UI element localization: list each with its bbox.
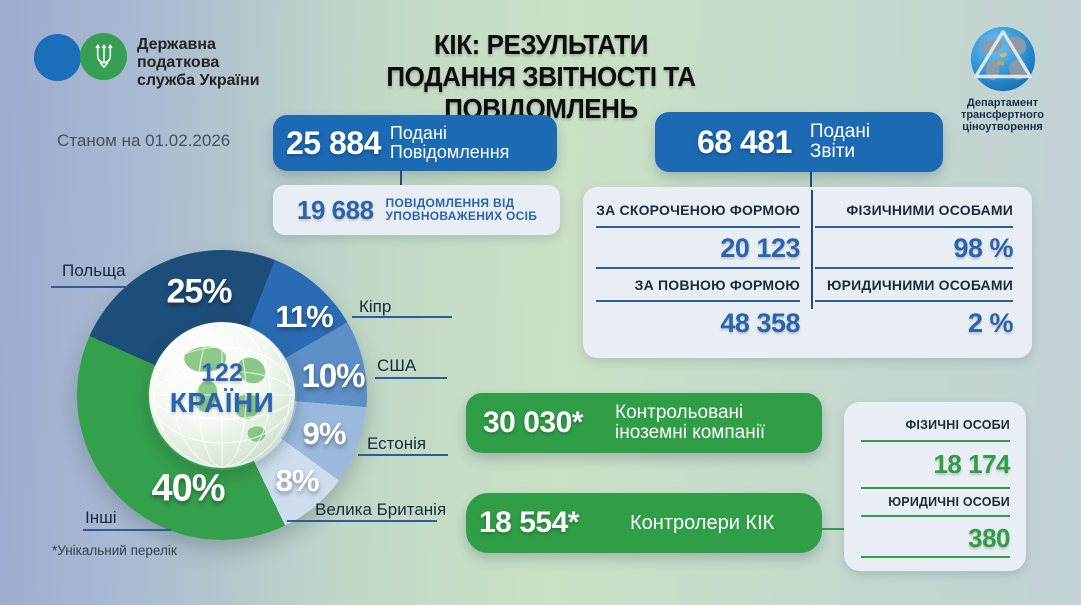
reports-total: 68 481 — [697, 123, 792, 160]
pie-percent-label: 8% — [275, 463, 320, 498]
breakdown-value: 18 174 — [933, 449, 1010, 479]
org-name: Державна податкова служба України — [137, 36, 260, 90]
reports-breakdown-panel: ЗА СКОРОЧЕНОЮ ФОРМОЮ 20 123 ЗА ПОВНОЮ ФО… — [583, 187, 1032, 358]
tryzub-icon — [80, 33, 127, 80]
org-name-line: служба України — [137, 72, 260, 89]
logo-blue-circle — [34, 34, 81, 81]
label-underline — [375, 377, 447, 379]
pie-percent-label: 9% — [302, 416, 347, 451]
cfc-controllers-card: 18 554* Контролери КІК — [466, 493, 822, 553]
cfc-geography-pie-chart: 122 КРАЇНИ — [77, 250, 367, 540]
as-of-date: Станом на 01.02.2026 — [57, 131, 231, 150]
pie-country-label: Кіпр — [359, 297, 392, 316]
notifications-card: 25 884 Подані Повідомлення — [273, 115, 557, 171]
breakdown-value: 48 358 — [720, 308, 800, 338]
breakdown-label: ФІЗИЧНИМИ ОСОБАМИ — [846, 202, 1013, 218]
pie-country-label: Інші — [85, 508, 117, 527]
cfc-controllers-value: 18 554* — [479, 506, 579, 539]
breakdown-label: ЗА СКОРОЧЕНОЮ ФОРМОЮ — [596, 202, 800, 218]
breakdown-value: 20 123 — [720, 233, 800, 263]
org-name-line: Державна — [137, 36, 216, 53]
pie-center-label: КРАЇНИ — [169, 387, 275, 418]
dept-name: Департамент трансфертного ціноутворення — [925, 97, 1080, 133]
dept-name-line: ціноутворення — [962, 121, 1043, 133]
label-underline — [596, 267, 800, 269]
reports-card: 68 481 Подані Звіти — [655, 112, 943, 172]
notifications-total: 25 884 — [286, 124, 381, 161]
pie-percent-label: 10% — [301, 357, 365, 394]
breakdown-value: 98 % — [953, 233, 1013, 263]
cfc-companies-label: Контрольовані іноземні компанії — [615, 403, 765, 443]
connector-line — [810, 172, 812, 188]
pie-country-label: США — [377, 356, 417, 375]
label-underline — [83, 529, 171, 531]
notifications-label-line: Подані — [389, 123, 447, 143]
breakdown-label: ЮРИДИЧНІ ОСОБИ — [888, 495, 1010, 509]
reports-breakdown-persons: ФІЗИЧНИМИ ОСОБАМИ 98 % ЮРИДИЧНИМИ ОСОБАМ… — [815, 187, 1014, 358]
pie-percent-label: 40% — [151, 467, 225, 510]
authorized-notifications-card: 19 688 ПОВІДОМЛЕННЯ ВІД УПОВНОВАЖЕНИХ ОС… — [273, 185, 560, 235]
pie-percent-label: 25% — [166, 272, 232, 311]
authorized-label-line: УПОВНОВАЖЕНИХ ОСІБ — [385, 209, 538, 223]
divider-line — [811, 190, 813, 309]
notifications-label-line: Повідомлення — [389, 142, 510, 162]
reports-breakdown-forms: ЗА СКОРОЧЕНОЮ ФОРМОЮ 20 123 ЗА ПОВНОЮ ФО… — [596, 187, 801, 358]
notifications-label: Подані Повідомлення — [390, 124, 510, 162]
authorized-label-line: ПОВІДОМЛЕННЯ ВІД — [385, 195, 515, 210]
pie-center-value: 122 — [201, 359, 243, 387]
pie-country-label: Польща — [62, 261, 126, 280]
page-title-line: ПОДАННЯ ЗВІТНОСТІ ТА ПОВІДОМЛЕНЬ — [386, 61, 696, 124]
breakdown-value: 2 % — [967, 308, 1014, 338]
label-underline — [861, 556, 1010, 558]
page-title: КІК: РЕЗУЛЬТАТИ ПОДАННЯ ЗВІТНОСТІ ТА ПОВ… — [299, 29, 783, 125]
breakdown-label: ЗА ПОВНОЮ ФОРМОЮ — [634, 277, 800, 293]
reports-label-line: Подані — [809, 121, 871, 142]
pie-country-label: Велика Британія — [315, 500, 447, 519]
label-underline — [861, 487, 1010, 489]
label-underline — [815, 300, 1013, 302]
org-name-line: податкова — [137, 54, 220, 71]
globe-icon: 122 КРАЇНИ — [147, 320, 297, 470]
tax-service-logo — [34, 33, 129, 81]
footnote: *Унікальний перелік — [52, 543, 177, 558]
dept-name-line: трансфертного — [960, 109, 1045, 121]
breakdown-value: 380 — [968, 523, 1010, 553]
pie-center-text: 122 КРАЇНИ — [147, 359, 297, 418]
label-underline — [287, 520, 437, 522]
label-underline — [815, 226, 1013, 228]
label-underline — [352, 316, 452, 318]
label-underline — [861, 515, 1010, 517]
cfc-companies-value: 30 030* — [483, 406, 583, 439]
pie-country-label: Естонія — [367, 434, 427, 453]
label-underline — [596, 226, 800, 228]
authorized-notifications-value: 19 688 — [297, 194, 374, 225]
breakdown-label: ЮРИДИЧНИМИ ОСОБАМИ — [826, 277, 1013, 293]
reports-label-line: Звіти — [809, 141, 855, 162]
transfer-pricing-dept: Департамент трансфертного ціноутворення — [925, 24, 1080, 133]
controllers-breakdown: ФІЗИЧНІ ОСОБИ 18 174 ЮРИДИЧНІ ОСОБИ 380 — [861, 402, 1011, 571]
cfc-companies-label-line: Контрольовані — [615, 402, 744, 423]
pie-percent-label: 11% — [275, 299, 333, 334]
page-title-line: КІК: РЕЗУЛЬТАТИ — [434, 29, 648, 60]
authorized-notifications-label: ПОВІДОМЛЕННЯ ВІД УПОВНОВАЖЕНИХ ОСІБ — [385, 195, 538, 224]
cfc-controllers-label: Контролери КІК — [630, 511, 775, 534]
label-underline — [815, 267, 1013, 269]
reports-label: Подані Звіти — [810, 122, 870, 162]
dept-globe-icon — [970, 26, 1035, 92]
breakdown-label: ФІЗИЧНІ ОСОБИ — [905, 418, 1010, 432]
label-underline — [51, 286, 127, 288]
dept-name-line: Департамент — [966, 97, 1039, 109]
connector-line — [400, 170, 402, 187]
connector-line — [820, 528, 846, 530]
cfc-companies-card: 30 030* Контрольовані іноземні компанії — [466, 393, 822, 453]
controllers-breakdown-panel: ФІЗИЧНІ ОСОБИ 18 174 ЮРИДИЧНІ ОСОБИ 380 — [844, 402, 1026, 571]
label-underline — [596, 300, 800, 302]
cfc-companies-label-line: іноземні компанії — [615, 422, 766, 443]
label-underline — [358, 454, 448, 456]
label-underline — [861, 440, 1010, 442]
